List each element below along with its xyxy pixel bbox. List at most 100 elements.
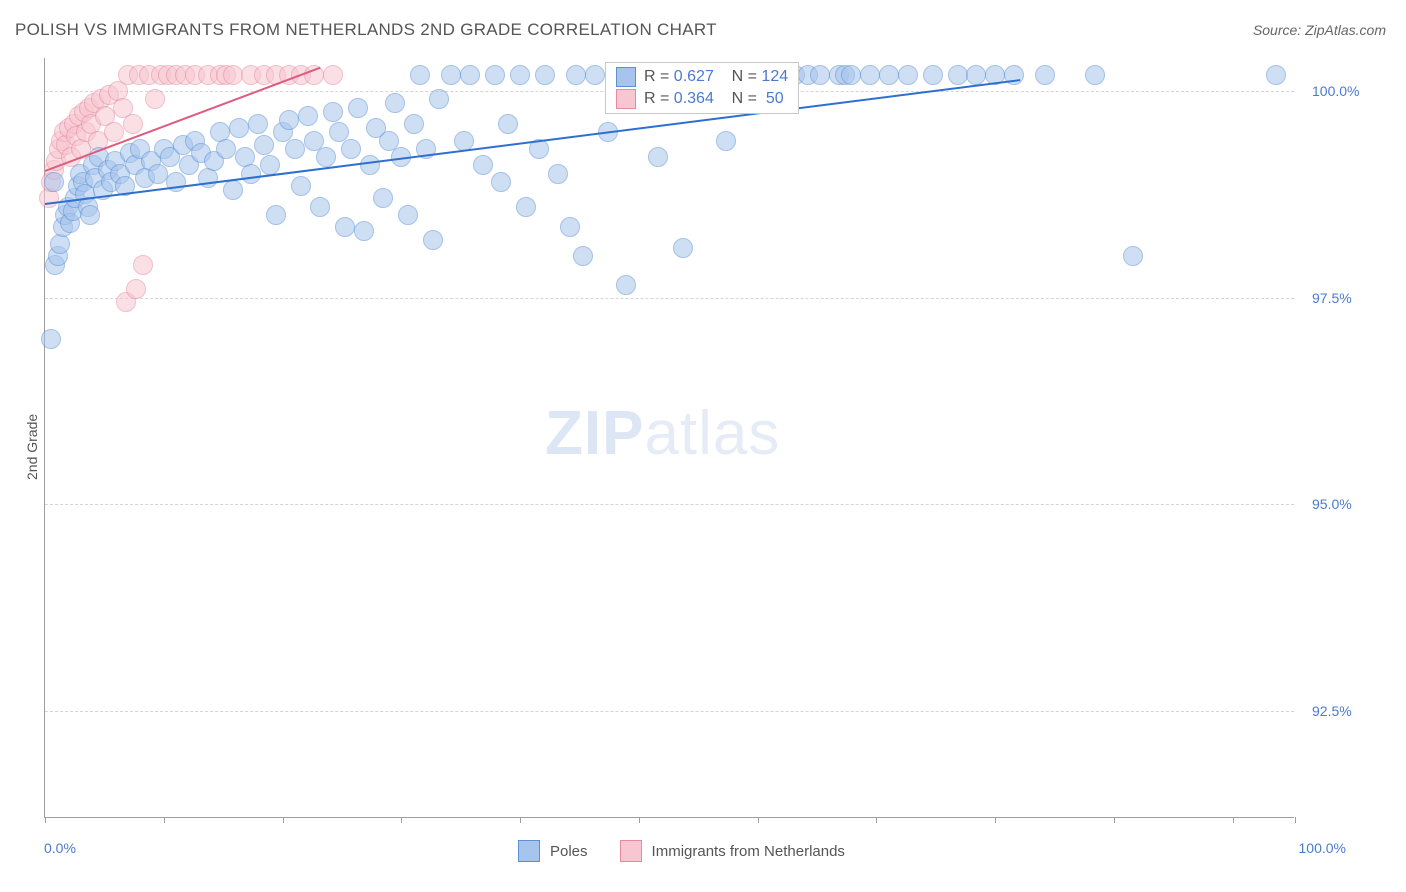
data-point <box>354 221 374 241</box>
data-point <box>585 65 605 85</box>
data-point <box>148 164 168 184</box>
x-tick <box>401 817 402 823</box>
y-tick-label: 95.0% <box>1312 496 1352 512</box>
y-tick-label: 97.5% <box>1312 290 1352 306</box>
data-point <box>841 65 861 85</box>
swatch-pink <box>620 840 642 862</box>
data-point <box>341 139 361 159</box>
data-point <box>298 106 318 126</box>
data-point <box>248 114 268 134</box>
data-point <box>373 188 393 208</box>
data-point <box>473 155 493 175</box>
x-tick <box>876 817 877 823</box>
data-point <box>310 197 330 217</box>
data-point <box>560 217 580 237</box>
data-point <box>404 114 424 134</box>
data-point <box>516 197 536 217</box>
data-point <box>1123 246 1143 266</box>
data-point <box>229 118 249 138</box>
data-point <box>616 275 636 295</box>
data-point <box>279 110 299 130</box>
x-tick <box>283 817 284 823</box>
watermark-atlas: atlas <box>644 399 780 468</box>
data-point <box>266 205 286 225</box>
data-point <box>673 238 693 258</box>
data-point <box>460 65 480 85</box>
data-point <box>423 230 443 250</box>
data-point <box>41 329 61 349</box>
data-point <box>254 135 274 155</box>
data-point <box>133 255 153 275</box>
data-point <box>966 65 986 85</box>
data-point <box>316 147 336 167</box>
legend-label-netherlands: Immigrants from Netherlands <box>652 843 845 860</box>
data-point <box>648 147 668 167</box>
data-point <box>216 139 236 159</box>
data-point <box>410 65 430 85</box>
data-point <box>454 131 474 151</box>
data-point <box>566 65 586 85</box>
data-point <box>323 65 343 85</box>
data-point <box>398 205 418 225</box>
data-point <box>1085 65 1105 85</box>
y-tick-label: 100.0% <box>1312 83 1359 99</box>
data-point <box>716 131 736 151</box>
x-tick <box>639 817 640 823</box>
data-point <box>1035 65 1055 85</box>
data-point <box>360 155 380 175</box>
data-point <box>304 65 324 85</box>
data-point <box>810 65 830 85</box>
legend-text: R = 0.364 N = 50 <box>644 90 784 108</box>
source-attribution: Source: ZipAtlas.com <box>1253 22 1386 38</box>
swatch-blue <box>616 67 636 87</box>
data-point <box>573 246 593 266</box>
correlation-legend: R = 0.627 N = 124 R = 0.364 N = 50 <box>605 62 799 114</box>
series-legend: Poles Immigrants from Netherlands <box>518 840 845 862</box>
data-point <box>123 114 143 134</box>
data-point <box>323 102 343 122</box>
y-axis-label: 2nd Grade <box>24 414 40 480</box>
data-point <box>223 65 243 85</box>
watermark: ZIPatlas <box>545 398 780 469</box>
data-point <box>923 65 943 85</box>
legend-row-poles: R = 0.627 N = 124 <box>616 67 788 87</box>
data-point <box>429 89 449 109</box>
swatch-pink <box>616 89 636 109</box>
data-point <box>535 65 555 85</box>
data-point <box>145 89 165 109</box>
x-tick <box>1114 817 1115 823</box>
data-point <box>104 122 124 142</box>
swatch-blue <box>518 840 540 862</box>
x-tick <box>45 817 46 823</box>
x-tick <box>758 817 759 823</box>
data-point <box>1266 65 1286 85</box>
chart-title: POLISH VS IMMIGRANTS FROM NETHERLANDS 2N… <box>15 20 717 40</box>
x-tick <box>520 817 521 823</box>
legend-text: R = 0.627 N = 124 <box>644 68 788 86</box>
x-min-label: 0.0% <box>44 840 76 856</box>
data-point <box>898 65 918 85</box>
data-point <box>491 172 511 192</box>
y-tick-label: 92.5% <box>1312 703 1352 719</box>
data-point <box>80 205 100 225</box>
watermark-zip: ZIP <box>545 399 644 468</box>
legend-label-poles: Poles <box>550 843 588 860</box>
data-point <box>285 139 305 159</box>
x-tick <box>1295 817 1296 823</box>
data-point <box>335 217 355 237</box>
plot-area: ZIPatlas <box>44 58 1294 818</box>
data-point <box>485 65 505 85</box>
data-point <box>948 65 968 85</box>
x-tick <box>164 817 165 823</box>
data-point <box>441 65 461 85</box>
gridline-h <box>45 298 1294 299</box>
data-point <box>241 164 261 184</box>
data-point <box>223 180 243 200</box>
data-point <box>548 164 568 184</box>
gridline-h <box>45 711 1294 712</box>
data-point <box>348 98 368 118</box>
data-point <box>879 65 899 85</box>
legend-row-netherlands: R = 0.364 N = 50 <box>616 89 788 109</box>
x-tick <box>1233 817 1234 823</box>
data-point <box>385 93 405 113</box>
